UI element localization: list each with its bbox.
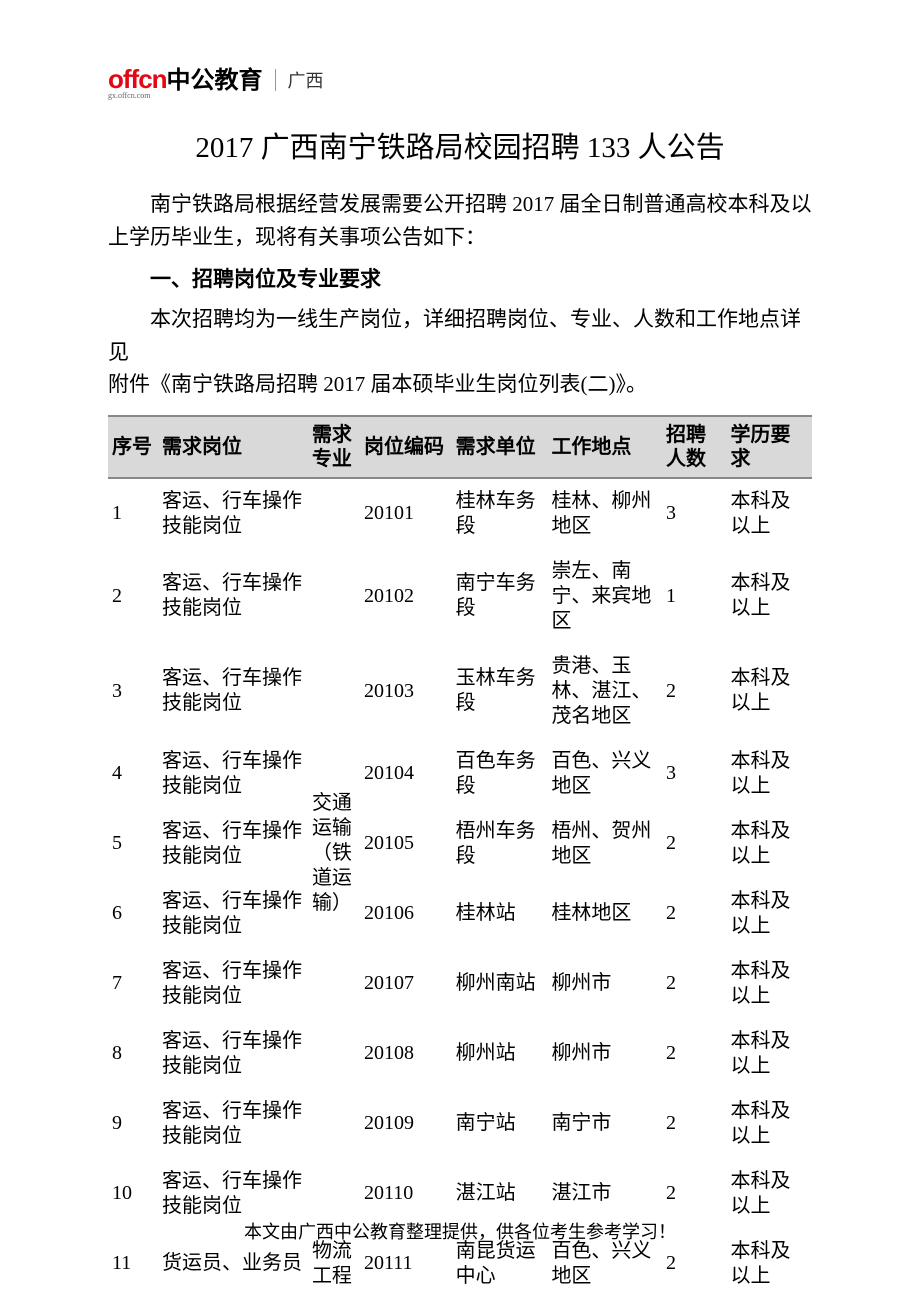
cell-idx: 5 — [108, 809, 158, 879]
cell-pos: 客运、行车操作技能岗位 — [158, 644, 308, 739]
table-row: 6客运、行车操作技能岗位 20106桂林站桂林地区2本科及以上 — [108, 879, 812, 949]
th-idx: 序号 — [108, 416, 158, 478]
cell-loc: 贵港、玉林、湛江、茂名地区 — [547, 644, 662, 739]
cell-idx: 7 — [108, 949, 158, 1019]
table-row: 4客运、行车操作技能岗位 20104百色车务段百色、兴义地区3本科及以上 — [108, 739, 812, 809]
logo-brand-cn: 中公教育 — [167, 67, 263, 94]
cell-unit: 百色车务段 — [452, 739, 548, 809]
cell-idx: 9 — [108, 1089, 158, 1159]
page-title: 2017 广西南宁铁路局校园招聘 133 人公告 — [108, 124, 812, 166]
cell-edu: 本科及以上 — [727, 549, 812, 644]
cell-loc: 百色、兴义地区 — [547, 739, 662, 809]
cell-code: 20108 — [360, 1019, 452, 1089]
th-major: 需求专业 — [308, 416, 360, 478]
footer-note: 本文由广西中公教育整理提供，供各位考生参考学习！ — [0, 1218, 920, 1244]
cell-pos: 客运、行车操作技能岗位 — [158, 478, 308, 549]
cell-unit: 玉林车务段 — [452, 644, 548, 739]
cell-pos: 客运、行车操作技能岗位 — [158, 1089, 308, 1159]
cell-unit: 桂林站 — [452, 879, 548, 949]
th-loc: 工作地点 — [547, 416, 662, 478]
cell-loc: 柳州市 — [547, 949, 662, 1019]
cell-edu: 本科及以上 — [727, 478, 812, 549]
cell-edu: 本科及以上 — [727, 644, 812, 739]
cell-code: 20106 — [360, 879, 452, 949]
cell-code: 20104 — [360, 739, 452, 809]
cell-loc: 桂林、柳州地区 — [547, 478, 662, 549]
cell-code: 20103 — [360, 644, 452, 739]
cell-edu: 本科及以上 — [727, 879, 812, 949]
cell-pos: 客运、行车操作技能岗位 — [158, 1019, 308, 1089]
logo-left: offcn中公教育 gx.offcn.com — [108, 60, 263, 100]
section-1-body-line1: 本次招聘均为一线生产岗位，详细招聘岗位、专业、人数和工作地点详见 — [108, 303, 812, 368]
cell-pos: 客运、行车操作技能岗位 — [158, 549, 308, 644]
table-row: 3客运、行车操作技能岗位 20103玉林车务段贵港、玉林、湛江、茂名地区2本科及以… — [108, 644, 812, 739]
cell-num: 3 — [662, 478, 727, 549]
cell-idx: 1 — [108, 478, 158, 549]
cell-num: 2 — [662, 1019, 727, 1089]
section-1-body-line2: 附件《南宁铁路局招聘 2017 届本硕毕业生岗位列表(二)》。 — [108, 372, 647, 396]
cell-unit: 桂林车务段 — [452, 478, 548, 549]
cell-pos: 客运、行车操作技能岗位 — [158, 739, 308, 809]
section-1-body: 本次招聘均为一线生产岗位，详细招聘岗位、专业、人数和工作地点详见 附件《南宁铁路… — [108, 303, 812, 401]
cell-loc: 南宁市 — [547, 1089, 662, 1159]
cell-code: 20105 — [360, 809, 452, 879]
cell-loc: 梧州、贺州地区 — [547, 809, 662, 879]
table-row: 1客运、行车操作技能岗位交通运输（铁道运输）20101桂林车务段桂林、柳州地区3… — [108, 478, 812, 549]
cell-num: 2 — [662, 809, 727, 879]
intro-paragraph: 南宁铁路局根据经营发展需要公开招聘 2017 届全日制普通高校本科及以上学历毕业… — [108, 188, 812, 253]
table-row: 9客运、行车操作技能岗位 20109南宁站南宁市2本科及以上 — [108, 1089, 812, 1159]
cell-code: 20102 — [360, 549, 452, 644]
th-unit: 需求单位 — [452, 416, 548, 478]
cell-idx: 3 — [108, 644, 158, 739]
cell-edu: 本科及以上 — [727, 1089, 812, 1159]
cell-pos: 客运、行车操作技能岗位 — [158, 949, 308, 1019]
cell-loc: 桂林地区 — [547, 879, 662, 949]
cell-major: 交通运输（铁道运输） — [308, 478, 360, 1229]
cell-unit: 梧州车务段 — [452, 809, 548, 879]
cell-code: 20107 — [360, 949, 452, 1019]
cell-pos: 客运、行车操作技能岗位 — [158, 809, 308, 879]
logo-divider — [275, 69, 276, 91]
cell-edu: 本科及以上 — [727, 1019, 812, 1089]
cell-idx: 4 — [108, 739, 158, 809]
section-1-heading: 一、招聘岗位及专业要求 — [108, 263, 812, 293]
table-row: 7客运、行车操作技能岗位 20107柳州南站柳州市2本科及以上 — [108, 949, 812, 1019]
cell-num: 1 — [662, 549, 727, 644]
logo-region: 广西 — [288, 67, 324, 93]
cell-num: 2 — [662, 644, 727, 739]
cell-num: 2 — [662, 879, 727, 949]
cell-num: 2 — [662, 949, 727, 1019]
th-pos: 需求岗位 — [158, 416, 308, 478]
cell-unit: 南宁站 — [452, 1089, 548, 1159]
cell-edu: 本科及以上 — [727, 949, 812, 1019]
table-row: 5客运、行车操作技能岗位 20105梧州车务段梧州、贺州地区2本科及以上 — [108, 809, 812, 879]
cell-loc: 柳州市 — [547, 1019, 662, 1089]
th-num: 招聘人数 — [662, 416, 727, 478]
th-edu: 学历要求 — [727, 416, 812, 478]
logo-brand-en: offcn — [108, 64, 167, 94]
cell-num: 2 — [662, 1089, 727, 1159]
cell-edu: 本科及以上 — [727, 809, 812, 879]
cell-code: 20109 — [360, 1089, 452, 1159]
cell-unit: 柳州南站 — [452, 949, 548, 1019]
table-row: 2客运、行车操作技能岗位 20102南宁车务段崇左、南宁、来宾地区1本科及以上 — [108, 549, 812, 644]
cell-edu: 本科及以上 — [727, 739, 812, 809]
cell-idx: 2 — [108, 549, 158, 644]
job-table: 序号 需求岗位 需求专业 岗位编码 需求单位 工作地点 招聘人数 学历要求 1客… — [108, 415, 812, 1299]
logo: offcn中公教育 gx.offcn.com 广西 — [108, 60, 812, 100]
th-code: 岗位编码 — [360, 416, 452, 478]
table-header-row: 序号 需求岗位 需求专业 岗位编码 需求单位 工作地点 招聘人数 学历要求 — [108, 416, 812, 478]
cell-code: 20101 — [360, 478, 452, 549]
cell-loc: 崇左、南宁、来宾地区 — [547, 549, 662, 644]
cell-num: 3 — [662, 739, 727, 809]
table-row: 8客运、行车操作技能岗位 20108柳州站柳州市2本科及以上 — [108, 1019, 812, 1089]
cell-idx: 6 — [108, 879, 158, 949]
cell-unit: 柳州站 — [452, 1019, 548, 1089]
cell-unit: 南宁车务段 — [452, 549, 548, 644]
cell-pos: 客运、行车操作技能岗位 — [158, 879, 308, 949]
cell-idx: 8 — [108, 1019, 158, 1089]
